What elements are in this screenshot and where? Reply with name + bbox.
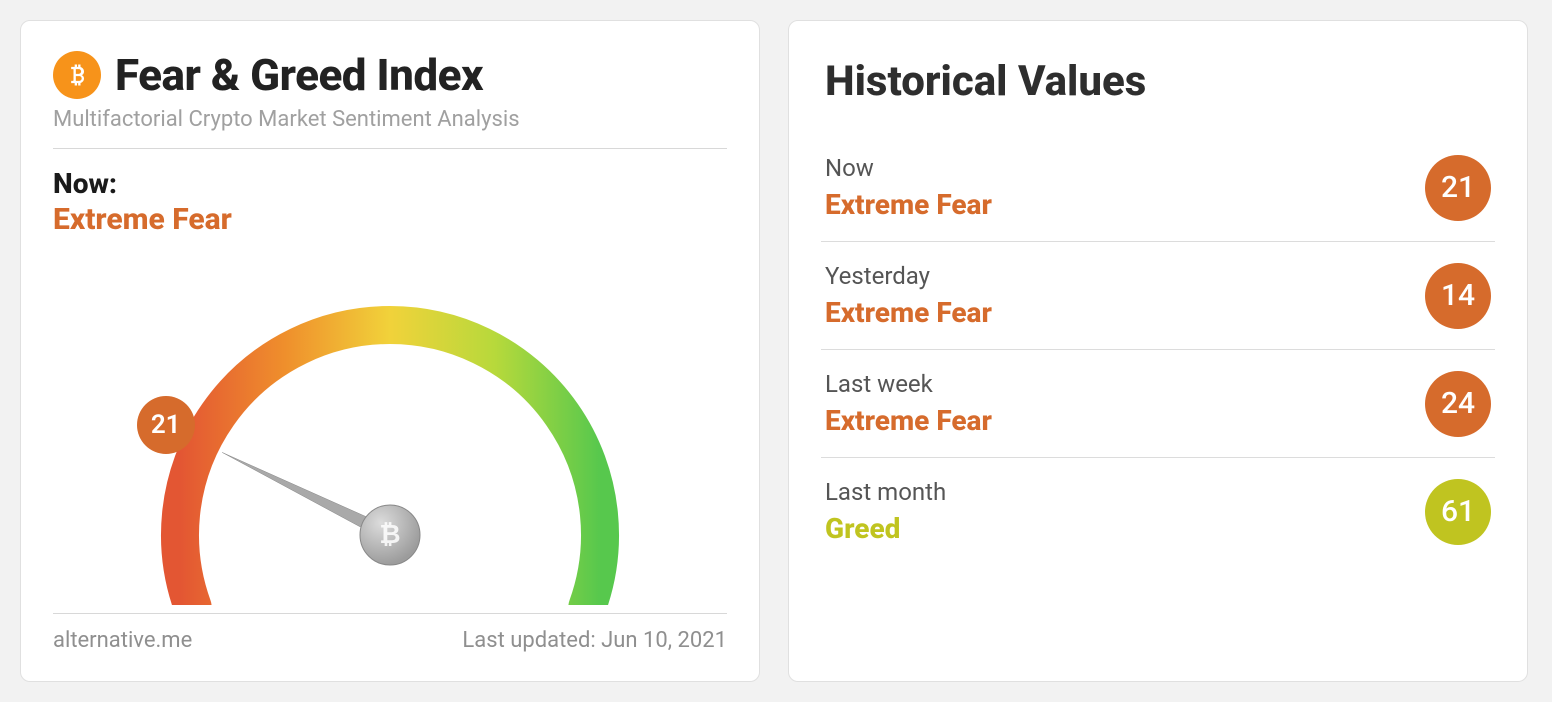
history-period: Last week bbox=[825, 370, 992, 398]
history-value: 24 bbox=[1441, 386, 1475, 421]
now-status: Extreme Fear bbox=[53, 202, 727, 237]
history-item-left: Last week Extreme Fear bbox=[825, 370, 992, 437]
history-item: Last week Extreme Fear 24 bbox=[821, 350, 1495, 458]
history-status: Extreme Fear bbox=[825, 404, 992, 437]
gauge-chart: ₿ 21 bbox=[53, 245, 727, 605]
bitcoin-icon bbox=[53, 51, 101, 99]
history-list: Now Extreme Fear 21 Yesterday Extreme Fe… bbox=[821, 134, 1495, 565]
card-subtitle: Multifactorial Crypto Market Sentiment A… bbox=[53, 107, 727, 132]
divider bbox=[53, 148, 727, 149]
history-item: Now Extreme Fear 21 bbox=[821, 134, 1495, 242]
history-value: 61 bbox=[1441, 494, 1475, 529]
svg-text:₿: ₿ bbox=[379, 520, 400, 550]
historical-values-card: Historical Values Now Extreme Fear 21 Ye… bbox=[788, 20, 1528, 682]
card-header: Fear & Greed Index bbox=[53, 49, 727, 101]
history-period: Last month bbox=[825, 478, 946, 506]
history-title: Historical Values bbox=[825, 57, 1495, 106]
history-value: 14 bbox=[1441, 278, 1475, 313]
history-period: Now bbox=[825, 154, 992, 182]
card-footer: alternative.me Last updated: Jun 10, 202… bbox=[53, 613, 727, 653]
history-status: Greed bbox=[825, 512, 946, 545]
card-title: Fear & Greed Index bbox=[115, 49, 483, 101]
history-item-left: Now Extreme Fear bbox=[825, 154, 992, 221]
history-value-badge: 61 bbox=[1425, 479, 1491, 545]
history-item-left: Yesterday Extreme Fear bbox=[825, 262, 992, 329]
history-value: 21 bbox=[1441, 170, 1475, 205]
fear-greed-index-card: Fear & Greed Index Multifactorial Crypto… bbox=[20, 20, 760, 682]
now-label: Now: bbox=[53, 167, 727, 200]
history-item-left: Last month Greed bbox=[825, 478, 946, 545]
history-item: Yesterday Extreme Fear 14 bbox=[821, 242, 1495, 350]
history-value-badge: 24 bbox=[1425, 371, 1491, 437]
gauge-value: 21 bbox=[151, 410, 181, 440]
history-value-badge: 14 bbox=[1425, 263, 1491, 329]
footer-updated: Last updated: Jun 10, 2021 bbox=[462, 628, 727, 653]
history-value-badge: 21 bbox=[1425, 155, 1491, 221]
history-period: Yesterday bbox=[825, 262, 992, 290]
history-status: Extreme Fear bbox=[825, 296, 992, 329]
history-status: Extreme Fear bbox=[825, 188, 992, 221]
footer-source: alternative.me bbox=[53, 628, 192, 653]
now-block: Now: Extreme Fear bbox=[53, 167, 727, 237]
gauge-value-badge: 21 bbox=[137, 396, 195, 454]
history-item: Last month Greed 61 bbox=[821, 458, 1495, 565]
